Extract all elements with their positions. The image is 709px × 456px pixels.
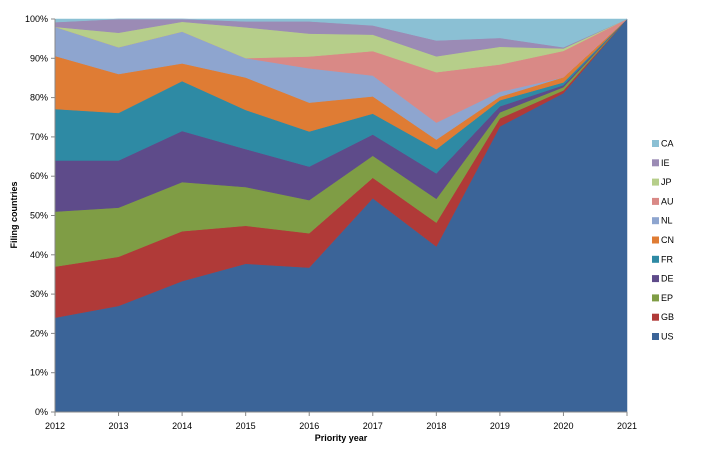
y-tick-label: 20%: [30, 328, 48, 338]
legend-label-cn: CN: [661, 235, 674, 245]
legend-label-fr: FR: [661, 254, 673, 264]
legend-label-us: US: [661, 332, 674, 342]
y-tick-label: 80%: [30, 93, 48, 103]
legend-label-gb: GB: [661, 312, 674, 322]
y-tick-label: 0%: [35, 407, 48, 417]
legend-swatch-ca: [652, 140, 659, 147]
x-tick-label: 2020: [553, 421, 573, 431]
legend-swatch-jp: [652, 178, 659, 186]
legend-swatch-cn: [652, 236, 659, 244]
y-tick-label: 90%: [30, 53, 48, 63]
plot-areas: [54, 18, 628, 413]
legend-label-jp: JP: [661, 177, 672, 187]
legend-swatch-us: [652, 333, 659, 340]
x-tick-label: 2019: [490, 421, 510, 431]
legend-swatch-gb: [652, 313, 659, 321]
x-tick-label: 2017: [363, 421, 383, 431]
legend: CA IE JP AU NL CN FR DE EP GB US: [652, 139, 674, 342]
y-tick-label: 50%: [30, 211, 48, 221]
legend-swatch-de: [652, 275, 659, 283]
legend-swatch-ie: [652, 159, 659, 167]
x-tick-label: 2014: [172, 421, 192, 431]
y-tick-label: 30%: [30, 289, 48, 299]
x-tick-label: 2018: [426, 421, 446, 431]
legend-label-nl: NL: [661, 216, 673, 226]
legend-swatch-nl: [652, 217, 659, 225]
x-axis-title: Priority year: [315, 433, 368, 443]
y-axis-title: Filing countries: [9, 181, 19, 248]
legend-swatch-au: [652, 197, 659, 205]
legend-label-ep: EP: [661, 293, 673, 303]
y-tick-label: 100%: [25, 14, 48, 24]
x-tick-label: 2015: [236, 421, 256, 431]
y-tick-label: 10%: [30, 368, 48, 378]
y-tick-label: 60%: [30, 171, 48, 181]
y-tick-label: 40%: [30, 250, 48, 260]
x-tick-label: 2016: [299, 421, 319, 431]
x-tick-labels: 2012 2013 2014 2015 2016 2017 2018 2019 2020 2021: [45, 412, 637, 431]
y-tick-labels: 0% 10% 20% 30% 40% 50% 60% 70% 80% 90% 100%: [25, 14, 55, 417]
x-tick-label: 2013: [109, 421, 129, 431]
legend-swatch-ep: [652, 294, 659, 302]
x-tick-label: 2021: [617, 421, 637, 431]
legend-label-au: AU: [661, 196, 674, 206]
legend-label-de: DE: [661, 274, 674, 284]
x-tick-label: 2012: [45, 421, 65, 431]
legend-label-ca: CA: [661, 139, 674, 149]
legend-label-ie: IE: [661, 158, 670, 168]
area-series-ca: [54, 18, 628, 48]
legend-swatch-fr: [652, 255, 659, 263]
y-tick-label: 70%: [30, 132, 48, 142]
